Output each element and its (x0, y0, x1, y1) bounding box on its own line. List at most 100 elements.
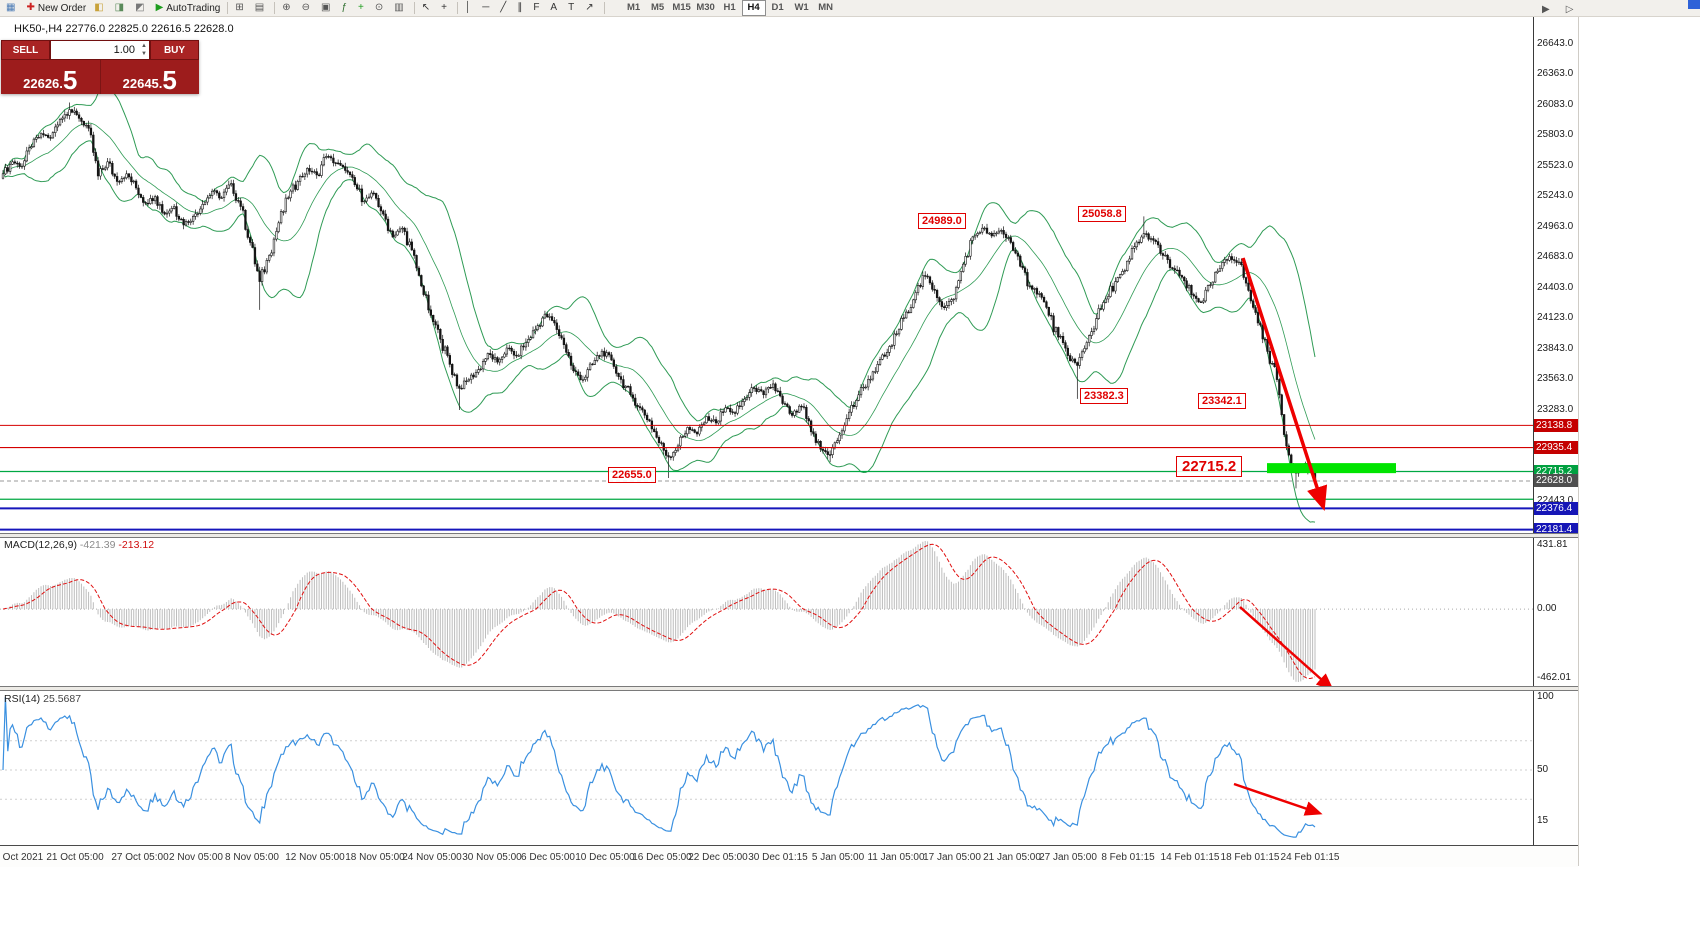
label-icon: T (568, 2, 575, 13)
macd-axis-label: 431.81 (1537, 539, 1568, 550)
timeframe-m1[interactable]: M1 (626, 2, 641, 13)
crosshair-icon[interactable]: + (437, 0, 454, 17)
macd-indicator-label: MACD(12,26,9) -421.39 -213.12 (4, 539, 154, 551)
time-axis-label: 24 Nov 05:00 (402, 852, 462, 863)
timeframe-m30[interactable]: M30 (696, 2, 715, 13)
trendline-icon: ╱ (500, 2, 507, 13)
timeframe-mn[interactable]: MN (818, 2, 833, 13)
toolbar: ▦ ✚ New Order ◧ ◨ ◩ ▶ AutoTrading ⊞ ▤ ⊕ ⊖ ▣ ƒ + ⊙ ▥ ↖ + │ ─ ╱… (0, 0, 1700, 17)
arrows-tool-icon: ↗ (585, 2, 594, 13)
time-axis-label: 5 Jan 05:00 (811, 852, 865, 863)
price-level-label: 22376.4 (1534, 501, 1579, 515)
chart-title: HK50-,H4 22776.0 22825.0 22616.5 22628.0 (14, 23, 234, 35)
time-axis-label: 16 Dec 05:00 (632, 852, 692, 863)
time-axis-label: 15 Oct 2021 (0, 852, 44, 863)
toolbar-separator (413, 2, 415, 14)
price-level-label: 22181.4 (1534, 523, 1579, 537)
auto-scroll-icon: ▶ (1542, 3, 1550, 15)
timeframe-m15[interactable]: M15 (672, 2, 691, 13)
buy-price[interactable]: 22645. 5 (101, 60, 200, 94)
timeframe-h4[interactable]: H4 (741, 0, 766, 16)
text-icon[interactable]: A (546, 0, 564, 17)
price-axis-label: 23283.0 (1537, 403, 1574, 415)
price-axis-label: 26083.0 (1537, 98, 1574, 110)
lot-size-value: 1.00 (113, 44, 135, 56)
label-icon[interactable]: T (564, 0, 581, 17)
templates-icon[interactable]: ▥ (390, 0, 410, 17)
sell-button[interactable]: SELL (1, 40, 50, 60)
new-order-button[interactable]: ✚ New Order (22, 0, 90, 17)
price-axis-label: 24403.0 (1537, 281, 1574, 293)
lot-decrease-icon[interactable]: ▼ (141, 51, 147, 57)
fibonacci-icon: F (533, 2, 540, 13)
timeframe-m5[interactable]: M5 (650, 2, 665, 13)
sell-price-main: 22626. (23, 75, 63, 91)
timeframe-h1[interactable]: H1 (723, 2, 736, 13)
lot-size-input[interactable]: 1.00 ▲ ▼ (50, 40, 150, 60)
rsi-name: RSI(14) (4, 693, 41, 705)
horizontal-line-icon[interactable]: ─ (478, 0, 496, 17)
arrows-tool-icon[interactable]: ↗ (581, 0, 600, 17)
period-icon[interactable]: ⊙ (371, 0, 390, 17)
time-axis-label: 18 Nov 05:00 (345, 852, 405, 863)
chart-window-icon[interactable]: ▦ (2, 0, 22, 17)
indicators-icon: ƒ (341, 2, 348, 13)
chart-shift-icon: ▷ (1565, 3, 1574, 15)
toolbar-separator (603, 2, 605, 14)
timeframe-w1[interactable]: W1 (794, 2, 809, 13)
lot-increase-icon[interactable]: ▲ (141, 43, 147, 49)
market-watch-icon[interactable]: ◧ (90, 0, 110, 17)
macd-signal-value: -213.12 (118, 539, 155, 551)
trade-prices-row: 22626. 5 22645. 5 (1, 60, 199, 94)
price-axis-label: 23563.0 (1537, 373, 1574, 385)
trendline-icon[interactable]: ╱ (496, 0, 513, 17)
zoom-in-icon[interactable]: ⊕ (278, 0, 297, 17)
time-axis-label: 30 Nov 05:00 (462, 852, 522, 863)
toolbar-separator (274, 2, 276, 14)
price-level-label: 22935.4 (1534, 441, 1579, 454)
sell-price[interactable]: 22626. 5 (1, 60, 101, 94)
trade-controls-row: SELL 1.00 ▲ ▼ BUY (1, 40, 199, 60)
zoom-out-icon[interactable]: ⊖ (298, 0, 317, 17)
navigator-icon[interactable]: ◩ (131, 0, 151, 17)
macd-name: MACD(12,26,9) (4, 539, 77, 551)
indicators-icon[interactable]: ƒ (337, 0, 354, 17)
time-axis-label: 22 Dec 05:00 (688, 852, 748, 863)
time-axis-label: 27 Jan 05:00 (1039, 852, 1097, 863)
fibonacci-icon[interactable]: F (529, 0, 546, 17)
cursor-icon[interactable]: ↖ (418, 0, 437, 17)
time-axis-label: 24 Feb 01:15 (1280, 852, 1340, 863)
profiles-icon[interactable]: ▤ (251, 0, 271, 17)
tile-windows-icon[interactable]: ▣ (317, 0, 337, 17)
price-level-label: 23138.8 (1534, 418, 1579, 432)
buy-button[interactable]: BUY (150, 40, 199, 60)
time-axis-label: 14 Feb 01:15 (1160, 852, 1220, 863)
rsi-axis-label: 15 (1537, 815, 1549, 827)
time-axis-label: 21 Jan 05:00 (983, 852, 1041, 863)
auto-scroll-icon[interactable]: ▶ (1538, 1, 1557, 18)
price-axis-label: 25243.0 (1537, 190, 1574, 202)
autotrading-button: ▶ (155, 2, 164, 13)
buy-price-main: 22645. (122, 75, 163, 91)
timeframe-d1[interactable]: D1 (771, 2, 784, 13)
autotrading-button[interactable]: ▶ AutoTrading (152, 0, 225, 17)
vertical-line-icon[interactable]: │ (461, 0, 478, 17)
rsi-panel-splitter[interactable] (0, 686, 1578, 691)
price-axis[interactable]: 26643.0 26363.0 26083.0 25803.0 25523.0 25243… (1533, 16, 1579, 846)
macd-axis-label: 0.00 (1537, 603, 1557, 615)
autotrading-button-label: AutoTrading (166, 2, 221, 14)
channel-icon[interactable]: ∥ (513, 0, 529, 17)
new-chart-icon[interactable]: ⊞ (231, 0, 250, 17)
new-order-button-label: New Order (37, 2, 87, 14)
text-icon: A (550, 2, 558, 13)
chart-shift-icon[interactable]: ▷ (1562, 1, 1581, 18)
time-axis-label: 30 Dec 01:15 (748, 852, 808, 863)
sell-price-pips: 5 (62, 64, 78, 95)
vertical-line-icon: │ (464, 2, 472, 13)
chart-canvas[interactable] (0, 0, 1533, 866)
lot-spinner[interactable]: ▲ ▼ (141, 42, 147, 58)
data-window-icon[interactable]: ◨ (111, 0, 131, 17)
macd-panel-splitter[interactable] (0, 533, 1578, 538)
add-indicator-icon[interactable]: + (354, 0, 371, 17)
